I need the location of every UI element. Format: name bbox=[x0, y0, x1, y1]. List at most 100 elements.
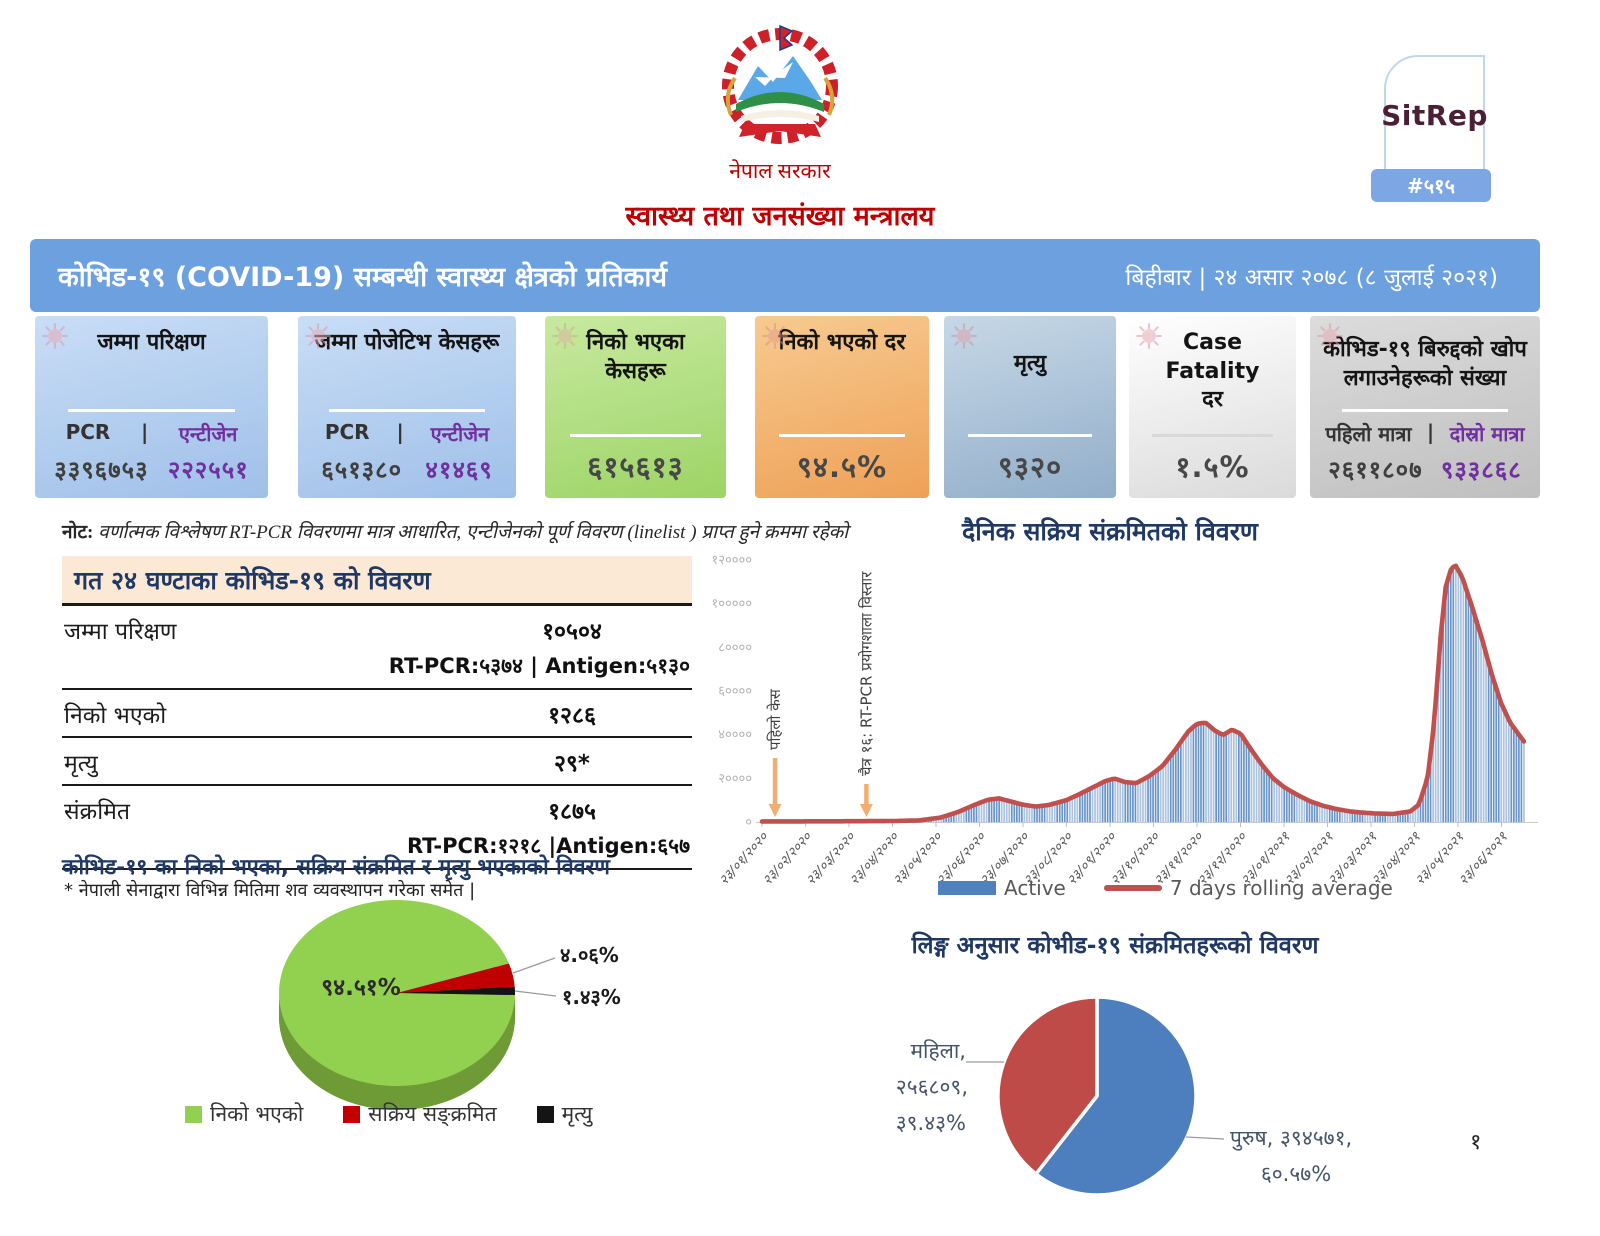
recovery-pie-chart: ९४.५१% ४.०६% १.४३% bbox=[279, 900, 621, 1110]
antigen-value: २२२५५१ bbox=[167, 456, 249, 484]
ministry-name: स्वास्थ्य तथा जनसंख्या मन्त्रालय bbox=[625, 201, 935, 232]
stat-card-case-fatality: Case Fatality दर १.५% bbox=[1129, 316, 1296, 498]
male-pct-label: ६०.५७% bbox=[1261, 1162, 1331, 1186]
row-value: १०५०४ bbox=[542, 619, 602, 645]
row-sub-detail: RT-PCR:५३७४ | Antigen:५१३० bbox=[62, 652, 692, 690]
stat-card-recovered: निको भएका केसहरू ६१५६१३ bbox=[545, 316, 726, 498]
svg-text:८००००: ८०००० bbox=[718, 640, 752, 655]
row-value: १२८६ bbox=[548, 703, 596, 729]
svg-text:चैत्र १६: RT-PCR प्रयोगशाला वि: चैत्र १६: RT-PCR प्रयोगशाला विस्तार bbox=[857, 571, 875, 776]
pcr-value: ३३९६७५३ bbox=[54, 456, 149, 484]
report-date: बिहीबार | २४ असार २०७८ (८ जुलाई २०२१) bbox=[1125, 264, 1498, 291]
government-name: नेपाल सरकार bbox=[729, 159, 831, 183]
sitrep-label: SitRep bbox=[1381, 98, 1488, 132]
row-label: निको भएको bbox=[64, 703, 167, 729]
recovered-pct-label: ९४.५१% bbox=[321, 975, 401, 1001]
virus-icon bbox=[1317, 323, 1343, 349]
recovery-pie-title: कोभिड-१९ का निको भएका, सक्रिय संक्रमित र… bbox=[62, 855, 610, 880]
row-label: मृत्यु bbox=[64, 751, 98, 777]
last-24h-table: गत २४ घण्टाका कोभिड-१९ को विवरण जम्मा पर… bbox=[62, 556, 692, 908]
divider-line bbox=[570, 434, 701, 437]
deaths-swatch bbox=[536, 1105, 554, 1123]
recovered-value: ६१५६१३ bbox=[587, 450, 684, 484]
daily-active-cases-chart: २३/०१/२०२०२३/०२/२०२०२३/०३/२०२०२३/०४/२०२०… bbox=[711, 553, 1538, 889]
svg-text:१२००००: १२०००० bbox=[711, 553, 752, 568]
second-dose-label: दोस्रो मात्रा bbox=[1449, 422, 1525, 446]
emblem-banner bbox=[739, 124, 821, 137]
active-legend-swatch bbox=[938, 881, 996, 895]
card-title: निको भएका केसहरू bbox=[586, 330, 685, 384]
female-pct-label: ३९.४३% bbox=[896, 1111, 966, 1135]
emblem-flag bbox=[779, 24, 794, 52]
table-row: जम्मा परिक्षण १०५०४ bbox=[62, 606, 692, 652]
legend-label-recovered: निको भएको bbox=[210, 1102, 304, 1126]
divider-line bbox=[328, 409, 486, 412]
report-title-bar: कोभिड-१९ (COVID-19) सम्बन्धी स्वास्थ्य क… bbox=[30, 239, 1540, 312]
svg-text:२००००: २०००० bbox=[718, 771, 752, 786]
row-label: जम्मा परिक्षण bbox=[64, 619, 177, 645]
page-number: १ bbox=[1470, 1130, 1482, 1155]
sitrep-badge: SitRep bbox=[1381, 55, 1488, 175]
note-line: नोट: वर्णात्मक विश्लेषण RT-PCR विवरणमा म… bbox=[62, 518, 882, 544]
stat-card-deaths: मृत्यु ९३२० bbox=[944, 316, 1116, 498]
legend-label-active-infected: सक्रिय सङ्क्रमित bbox=[368, 1102, 497, 1126]
stat-card-recovery-rate: निको भएको दर ९४.५% bbox=[755, 316, 929, 498]
rolling-average-legend-swatch bbox=[1103, 885, 1162, 891]
recovery-rate-value: ९४.५% bbox=[796, 450, 888, 484]
table-row: निको भएको १२८६ bbox=[62, 690, 692, 738]
antigen-label: एन्टीजेन bbox=[178, 422, 238, 446]
first-dose-value: २६११८०७ bbox=[1328, 456, 1423, 484]
leader-line bbox=[514, 990, 557, 997]
row-sub-detail: RT-PCR:१२१८ |Antigen:६५७ bbox=[62, 832, 692, 870]
recovered-swatch bbox=[185, 1105, 202, 1123]
cfr-value: १.५% bbox=[1175, 450, 1250, 484]
virus-icon bbox=[305, 323, 331, 349]
svg-text:१०००००: १००००० bbox=[711, 597, 752, 612]
table-title: गत २४ घण्टाका कोभिड-१९ को विवरण bbox=[62, 556, 692, 606]
emblem-hills bbox=[736, 92, 824, 112]
nepal-emblem bbox=[722, 24, 838, 144]
card-title: मृत्यु bbox=[1013, 351, 1047, 376]
stat-card-vaccination: कोभिड-१९ बिरुद्दको खोप लगाउनेहरूको संख्य… bbox=[1310, 316, 1540, 498]
stat-card-total-tests: जम्मा परिक्षण PCR | एन्टीजेन ३३९६७५३ २२२५५१ bbox=[35, 316, 268, 498]
svg-text:६००००: ६०००० bbox=[718, 684, 752, 699]
divider-line bbox=[67, 409, 236, 412]
table-footnote: * नेपाली सेनाद्वारा विभिन्न मितिमा शव व्… bbox=[64, 880, 476, 901]
row-value: १८७५ bbox=[548, 799, 596, 825]
table-row: मृत्यु २९* bbox=[62, 738, 692, 786]
gender-pie-chart: महिला, २५६८०९, ३९.४३% पुरुष, ३९४५७१, ६०.… bbox=[896, 995, 1352, 1197]
table-row: संक्रमित १८७५ bbox=[62, 786, 692, 832]
antigen-value: ४१४६९ bbox=[425, 456, 493, 484]
gender-pie-title: लिङ्ग अनुसार कोभीड-१९ संक्रमितहरूको विवर… bbox=[911, 931, 1319, 959]
deaths-pct-label: १.४३% bbox=[562, 985, 621, 1009]
second-dose-value: ९३३८६८ bbox=[1440, 456, 1522, 484]
stat-card-total-positive: जम्मा पोजेटिभ केसहरू PCR | एन्टीजेन ६५१३८०… bbox=[298, 316, 516, 498]
card-title: जम्मा पोजेटिभ केसहरू bbox=[314, 330, 500, 355]
pcr-label: PCR bbox=[324, 420, 370, 444]
card-title: जम्मा परिक्षण bbox=[97, 330, 206, 355]
active-pct-label: ४.०६% bbox=[560, 943, 619, 967]
sitrep-number: #५१५ bbox=[1371, 169, 1491, 202]
card-title: Case Fatality दर bbox=[1165, 330, 1260, 413]
card-title: कोभिड-१९ बिरुद्दको खोप लगाउनेहरूको संख्य… bbox=[1323, 337, 1527, 391]
pcr-label: PCR bbox=[65, 420, 111, 444]
virus-icon bbox=[1136, 323, 1162, 349]
note-text: वर्णात्मक विश्लेषण RT-PCR विवरणमा मात्र … bbox=[98, 522, 849, 543]
deaths-value: ९३२० bbox=[997, 450, 1063, 484]
active-chart-title: दैनिक सक्रिय संक्रमितको विवरण bbox=[961, 517, 1259, 546]
legend-label-rolling-average: 7 days rolling average bbox=[1169, 876, 1393, 900]
emblem-mountains bbox=[738, 56, 822, 100]
female-label: महिला, bbox=[910, 1039, 966, 1063]
svg-text:०: ० bbox=[745, 815, 752, 830]
pcr-value: ६५१३८० bbox=[321, 456, 403, 484]
divider-line bbox=[968, 434, 1092, 437]
svg-text:पहिलो केस: पहिलो केस bbox=[766, 688, 784, 750]
first-dose-label: पहिलो मात्रा bbox=[1325, 422, 1412, 446]
virus-icon bbox=[552, 323, 578, 349]
virus-icon bbox=[42, 323, 68, 349]
card-title: निको भएको दर bbox=[778, 330, 906, 355]
leader-line bbox=[1185, 1136, 1225, 1140]
divider-line bbox=[1152, 434, 1273, 437]
recovery-pie-legend: निको भएको सक्रिय सङ्क्रमित मृत्यु bbox=[185, 1100, 620, 1128]
